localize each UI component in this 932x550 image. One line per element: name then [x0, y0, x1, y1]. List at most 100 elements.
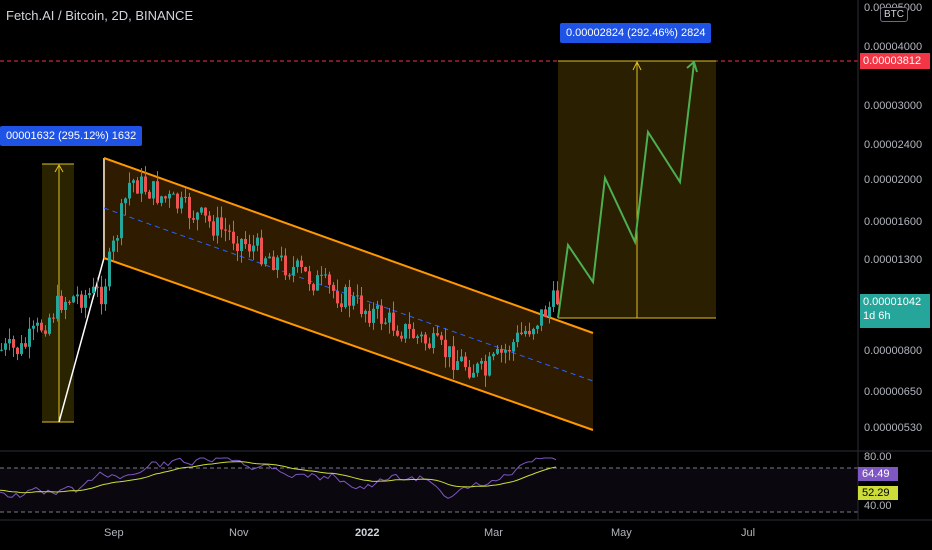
channel-upper	[103, 157, 594, 334]
candle-body	[316, 275, 319, 291]
candle-body	[500, 348, 503, 353]
candle-body	[72, 296, 75, 303]
price-level: 0.00001300	[864, 254, 923, 266]
projected-path	[557, 62, 695, 319]
candle-body	[108, 251, 111, 287]
candle-body	[52, 317, 55, 319]
candle-body	[372, 308, 375, 323]
candle-body	[472, 372, 475, 378]
rsi-level-lower: 40.00	[864, 500, 892, 512]
candle-body	[380, 305, 383, 324]
candle-body	[416, 336, 419, 339]
bar-countdown: 1d 6h	[863, 310, 891, 322]
candle-body	[272, 256, 275, 271]
candle-body	[120, 203, 123, 239]
candle-body	[420, 334, 423, 337]
price-level: 0.00002400	[864, 139, 923, 151]
candle-body	[520, 332, 523, 334]
candle-body	[436, 333, 439, 336]
candle-body	[224, 229, 227, 231]
candle-body	[508, 349, 511, 352]
candle-body	[128, 182, 131, 199]
right-measure-label: 0.00002824 (292.46%) 2824	[560, 23, 712, 43]
price-level: 0.00004000	[864, 41, 923, 53]
rsi-ma-value-tag: 52.29	[858, 486, 898, 500]
candle-body	[36, 322, 39, 326]
price-level: 0.00000530	[864, 422, 923, 434]
rsi-line	[0, 457, 557, 499]
candle-body	[324, 274, 327, 276]
candle-body	[124, 198, 127, 204]
candle-body	[548, 306, 551, 317]
candle-body	[492, 353, 495, 357]
candle-body	[12, 339, 15, 348]
price-axis[interactable]: 0.00005000 0.00004000 0.00003000 0.00002…	[858, 0, 932, 520]
candle-body	[68, 301, 71, 303]
candle-body	[552, 290, 555, 307]
candle-body	[540, 309, 543, 326]
candle-body	[468, 367, 471, 378]
candle-body	[384, 322, 387, 324]
candle-body	[424, 334, 427, 344]
price-level: 0.00003000	[864, 100, 923, 112]
candle-body	[0, 349, 3, 351]
rsi-level-upper: 80.00	[864, 451, 892, 463]
candle-body	[528, 330, 531, 335]
candle-body	[44, 330, 47, 334]
candle-body	[532, 328, 535, 335]
candle-body	[460, 356, 463, 362]
candle-body	[256, 237, 259, 246]
candle-body	[156, 181, 159, 203]
candle-body	[48, 317, 51, 334]
candle-body	[104, 286, 107, 305]
candle-body	[56, 295, 59, 319]
candle-body	[512, 342, 515, 352]
candle-body	[556, 290, 559, 305]
candle-body	[336, 290, 339, 304]
candle-body	[328, 274, 331, 285]
candle-body	[92, 286, 95, 294]
candle-body	[496, 348, 499, 354]
currency-badge[interactable]: BTC	[880, 7, 908, 22]
candle-body	[192, 218, 195, 220]
candle-body	[432, 333, 435, 349]
rsi-band	[0, 468, 858, 512]
candle-body	[144, 176, 147, 192]
candle-body	[252, 245, 255, 252]
candle-body	[220, 217, 223, 230]
candle-body	[288, 275, 291, 277]
candle-body	[264, 258, 267, 265]
price-level: 0.00000800	[864, 345, 923, 357]
channel-mid	[103, 207, 594, 382]
left-measure-label: 00001632 (295.12%) 1632	[0, 126, 143, 146]
candle-body	[456, 361, 459, 370]
candle-body	[112, 240, 115, 252]
target-price-tag: 0.00003812	[860, 53, 930, 69]
candle-body	[60, 295, 63, 310]
candle-body	[356, 295, 359, 297]
candle-body	[32, 325, 35, 329]
candle-body	[216, 217, 219, 236]
candle-body	[400, 335, 403, 339]
candle-body	[24, 343, 27, 347]
candle-body	[8, 339, 11, 344]
candle-body	[300, 260, 303, 268]
candle-body	[240, 238, 243, 252]
time-label: Sep	[104, 527, 124, 539]
candle-body	[332, 284, 335, 291]
candle-body	[312, 284, 315, 291]
candle-body	[168, 193, 171, 199]
time-label: Jul	[741, 527, 756, 539]
candle-body	[292, 266, 295, 276]
price-level: 0.00002000	[864, 174, 923, 186]
candle-body	[388, 312, 391, 323]
candle-body	[296, 260, 299, 267]
candle-body	[444, 339, 447, 358]
candle-body	[280, 255, 283, 258]
candle-body	[404, 324, 407, 339]
candle-body	[488, 356, 491, 376]
candle-body	[504, 349, 507, 353]
candle-body	[524, 330, 527, 334]
candle-body	[476, 363, 479, 373]
